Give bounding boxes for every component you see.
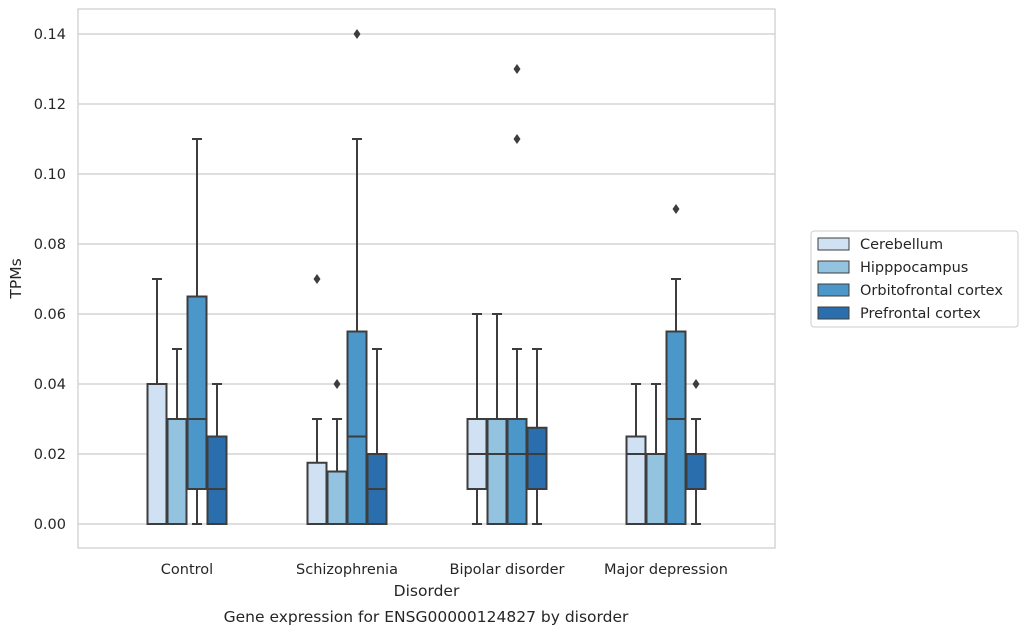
legend-label: Prefrontal cortex [860, 306, 981, 322]
boxes [146, 29, 707, 525]
box-body [645, 453, 667, 525]
y-tick-label: 0.00 [34, 517, 66, 533]
box-cerebellum [625, 383, 647, 525]
box-prefrontal-cortex [685, 379, 707, 525]
box-body [306, 461, 328, 525]
y-tick-label: 0.10 [34, 167, 66, 183]
legend-item: Orbitofrontal cortex [817, 283, 1003, 299]
x-tick-label: Major depression [604, 562, 728, 578]
box-cerebellum [466, 313, 488, 525]
box-body [186, 295, 208, 490]
legend-frame [810, 230, 1019, 328]
legend-label: Cerebellum [860, 237, 943, 253]
y-tick-label: 0.08 [34, 237, 66, 253]
x-tick-label: Bipolar disorder [450, 562, 565, 578]
legend-swatch [817, 260, 850, 274]
box-body [146, 383, 168, 525]
x-tick-label: Schizophrenia [296, 562, 398, 578]
legend-item: Prefrontal cortex [817, 306, 981, 322]
box-body [486, 418, 508, 525]
box-prefrontal-cortex [206, 383, 228, 525]
outlier-point [672, 204, 680, 214]
box-orbitofrontal-cortex [346, 29, 368, 525]
outlier-point [513, 64, 521, 74]
y-tick-label: 0.12 [34, 97, 66, 113]
box-body [526, 426, 548, 490]
outlier-point [313, 274, 321, 284]
legend-swatch [817, 283, 850, 297]
legend-label: Orbitofrontal cortex [860, 283, 1003, 299]
legend-swatch [817, 237, 850, 251]
box-body [346, 330, 368, 525]
outlier-point [333, 379, 341, 389]
box-body [665, 330, 687, 525]
x-tick-labels: Control Schizophrenia Bipolar disorder Majo… [161, 562, 728, 578]
box-hipppocampus [326, 379, 348, 525]
legend-item: Cerebellum [817, 237, 943, 253]
y-tick-labels: 0.00 0.02 0.04 0.06 0.08 0.10 0.12 0.14 [34, 27, 66, 533]
box-hipppocampus [166, 348, 188, 525]
box-body [506, 418, 528, 525]
y-tick-label: 0.04 [34, 377, 66, 393]
legend-label: Hipppocampus [860, 260, 968, 276]
x-tick-label: Control [161, 562, 213, 578]
box-body [326, 470, 348, 525]
outlier-point [692, 379, 700, 389]
box-orbitofrontal-cortex [665, 204, 687, 525]
legend: Cerebellum Hipppocampus Orbitofrontal cort… [810, 230, 1019, 328]
box-body [166, 418, 188, 525]
y-tick-label: 0.02 [34, 447, 66, 463]
x-axis-title: Disorder [394, 582, 460, 600]
legend-swatch [817, 306, 850, 320]
box-hipppocampus [645, 383, 667, 525]
box-hipppocampus [486, 313, 508, 525]
box-body [206, 435, 228, 525]
legend-item: Hipppocampus [817, 260, 968, 276]
chart-caption: Gene expression for ENSG00000124827 by d… [224, 608, 629, 626]
box-orbitofrontal-cortex [506, 64, 528, 525]
y-tick-label: 0.14 [34, 27, 66, 43]
box-orbitofrontal-cortex [186, 138, 208, 525]
outlier-point [513, 134, 521, 144]
box-cerebellum [306, 274, 328, 525]
y-axis-title: TPMs [7, 258, 25, 299]
y-tick-label: 0.06 [34, 307, 66, 323]
plot-frame [77, 8, 776, 549]
legend-items: Cerebellum Hipppocampus Orbitofrontal cort… [817, 237, 1003, 322]
box-prefrontal-cortex [526, 348, 548, 525]
box-cerebellum [146, 278, 168, 525]
box-body [625, 435, 647, 525]
box-prefrontal-cortex [366, 348, 388, 525]
outlier-point [353, 29, 361, 39]
box-body [685, 453, 707, 490]
